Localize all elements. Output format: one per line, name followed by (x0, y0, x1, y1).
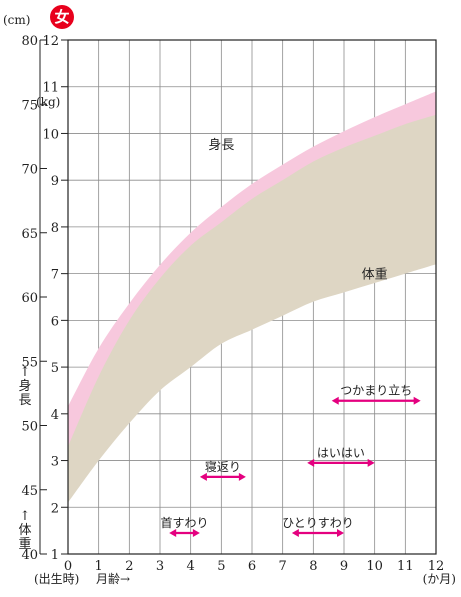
milestone-arrowhead-right (413, 396, 421, 405)
milestone: ひとりすわり (282, 516, 354, 537)
x-tick-label: 8 (309, 559, 317, 574)
x-tick-label: 11 (397, 559, 414, 574)
badge-glyph: 女 (54, 8, 69, 26)
height-axis-arrow: ↑ (19, 365, 31, 380)
milestone-arrowhead-left (169, 528, 177, 537)
weight-series-label: 体重 (362, 266, 388, 282)
height-tick-label: 55 (21, 355, 38, 370)
weight-tick-label: 12 (42, 34, 59, 49)
weight-tick-label: 5 (51, 361, 59, 376)
x-tick-label: 5 (217, 559, 225, 574)
milestone-arrowhead-left (331, 396, 339, 405)
height-tick-label: 80 (21, 34, 38, 49)
height-tick-label: 45 (21, 484, 38, 499)
weight-tick-label: 6 (51, 314, 59, 329)
x-unit-label: (か月) (423, 572, 456, 586)
milestone: 首すわり (161, 516, 209, 537)
milestone-arrowhead-right (367, 458, 375, 467)
height-tick-label: 40 (21, 548, 38, 563)
x-tick-label: 12 (428, 559, 445, 574)
weight-tick-label: 1 (51, 548, 59, 563)
weight-unit-label: (kg) (36, 95, 60, 109)
milestone: 寝返り (199, 459, 246, 481)
milestone-arrowhead-left (291, 528, 299, 537)
height-axis-label: ↑ 身長 (18, 366, 32, 408)
weight-band (68, 114, 436, 503)
weight-tick-label: 11 (42, 81, 59, 96)
x-tick-label: 6 (248, 559, 256, 574)
x-axis-label: 月齢→ (96, 571, 130, 586)
weight-axis-text: 体重 (18, 523, 32, 552)
milestone-label: ひとりすわり (282, 516, 354, 530)
milestone-arrowhead-right (238, 472, 246, 481)
height-series-label: 身長 (208, 137, 234, 153)
plot-border (67, 39, 437, 555)
x-tick-label: 7 (279, 559, 287, 574)
growth-bands (68, 91, 436, 503)
milestone-label: はいはい (317, 446, 365, 460)
milestone-label: 寝返り (205, 459, 241, 474)
x-tick-label: 3 (156, 559, 164, 574)
weight-tick-label: 4 (51, 408, 59, 423)
weight-tick-label: 10 (42, 127, 59, 142)
milestone-arrowhead-right (192, 528, 200, 537)
weight-tick-label: 7 (51, 268, 59, 283)
weight-tick-label: 9 (51, 174, 59, 189)
weight-tick-label: 8 (51, 221, 59, 236)
milestone-arrowhead-left (199, 472, 207, 481)
x-tick-label: 9 (340, 559, 348, 574)
height-axis-text: 身長 (18, 379, 32, 408)
height-tick-label: 65 (21, 227, 38, 242)
height-tick-label: 50 (21, 420, 38, 435)
weight-axis-arrow: ↑ (19, 509, 31, 524)
milestone-label: つかまり立ち (340, 383, 412, 398)
x-tick-label: 2 (125, 559, 133, 574)
milestone-arrowhead-left (307, 458, 315, 467)
badge-circle (50, 5, 74, 29)
x-caption-birth: (出生時) (34, 572, 79, 586)
milestone: はいはい (307, 446, 375, 467)
weight-tick-label: 2 (51, 501, 59, 516)
height-tick-label: 70 (21, 163, 38, 178)
height-tick-label: 60 (21, 291, 38, 306)
female-badge: 女 (50, 5, 74, 29)
x-tick-label: 4 (187, 559, 195, 574)
height-unit-label: (cm) (3, 13, 30, 27)
milestone-label: 首すわり (161, 516, 209, 530)
weight-tick-label: 3 (51, 455, 59, 470)
weight-axis-label: ↑ 体重 (18, 510, 32, 552)
x-tick-label: 0 (64, 559, 72, 574)
x-tick-label: 10 (366, 559, 383, 574)
x-tick-label: 1 (95, 559, 103, 574)
height-tick-label: 75 (21, 98, 38, 113)
milestone-arrowhead-right (337, 528, 344, 537)
milestone: つかまり立ち (331, 383, 421, 405)
